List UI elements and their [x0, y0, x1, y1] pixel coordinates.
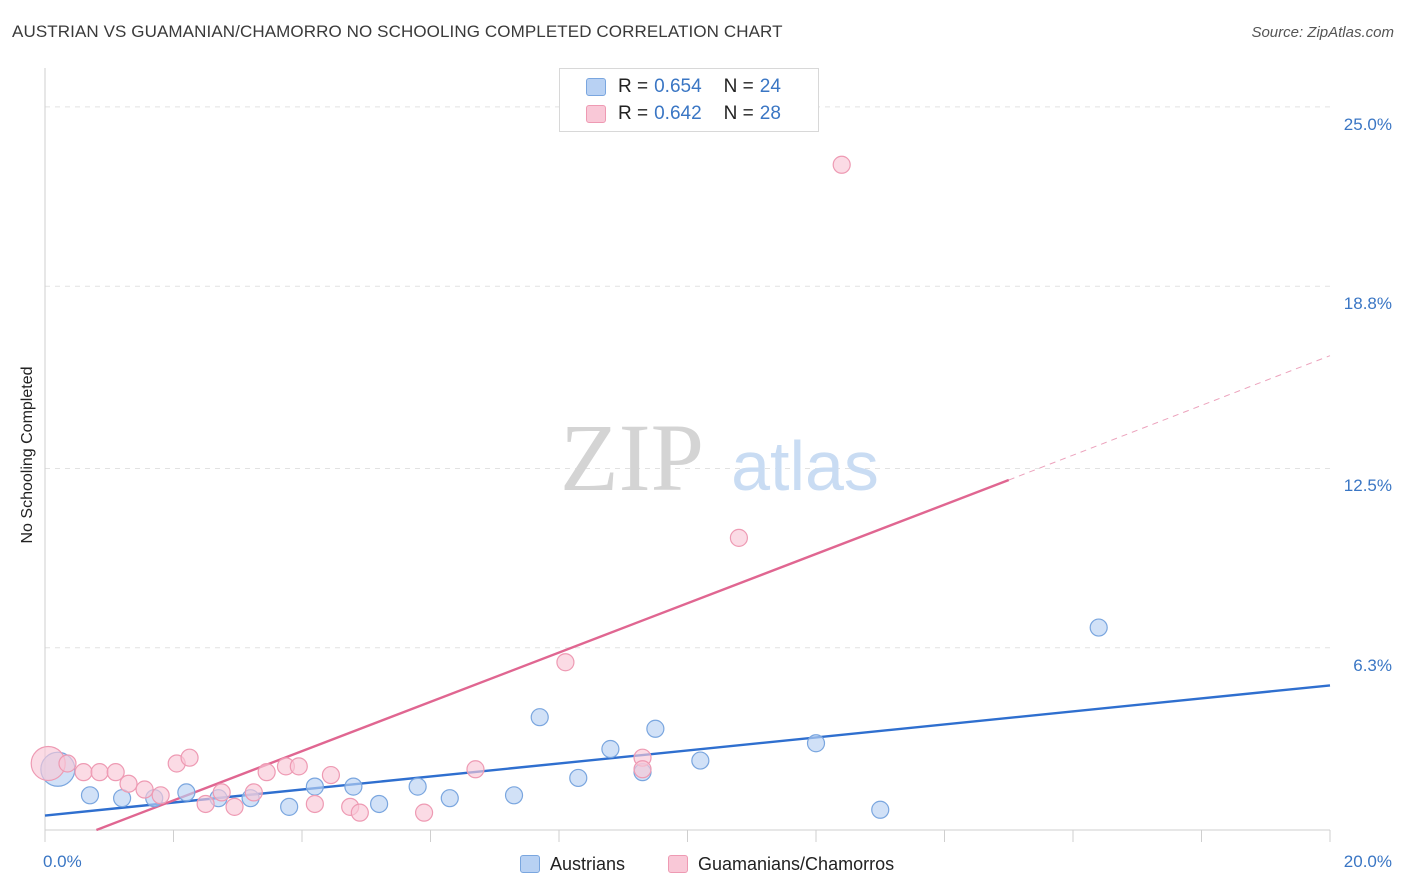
guamanians-legend-label: Guamanians/Chamorros: [698, 853, 895, 874]
point-austrians-21: [871, 800, 890, 819]
source-label: Source: ZipAtlas.com: [1251, 24, 1394, 41]
x-tick-label-0: 0.0%: [43, 852, 82, 871]
point-guamanians-10: [196, 794, 215, 814]
legend-row-austrians: R = 0.654 N = 24: [586, 75, 781, 99]
point-guamanians-18: [321, 765, 341, 785]
point-guamanians-17: [305, 794, 324, 814]
legend-item-guamanians: Guamanians/Chamorros: [668, 852, 894, 876]
guamanians-n-value: 28: [759, 103, 781, 124]
y-tick-label-2: 18.8%: [1343, 294, 1392, 314]
watermark: ZIP atlas: [560, 404, 879, 511]
austrians-n-label: N =: [723, 76, 754, 97]
point-austrians-16: [601, 739, 620, 759]
point-guamanians-4: [106, 763, 125, 782]
point-austrians-9: [344, 777, 363, 796]
austrians-legend-swatch: [520, 855, 540, 873]
watermark-atlas: atlas: [731, 427, 879, 505]
point-austrians-19: [691, 751, 710, 770]
axes: [44, 68, 1331, 842]
point-guamanians-14: [257, 763, 276, 782]
point-guamanians-3: [90, 763, 109, 782]
guamanians-r-label: R =: [618, 103, 649, 124]
chart-title: AUSTRIAN VS GUAMANIAN/CHAMORRO NO SCHOOL…: [12, 22, 783, 41]
trend-line-austrians-0: [44, 684, 1331, 817]
point-guamanians-7: [151, 786, 170, 805]
point-austrians-8: [305, 777, 324, 796]
point-guamanians-11: [212, 783, 231, 802]
point-guamanians-16: [289, 757, 308, 776]
austrians-r-label: R =: [618, 76, 649, 97]
point-austrians-14: [530, 708, 549, 727]
legend-item-austrians: Austrians: [520, 852, 625, 876]
austrians-legend-label: Austrians: [550, 853, 626, 874]
trend-line-guamanians-2: [1008, 355, 1331, 481]
point-guamanians-5: [119, 774, 138, 793]
guamanians-swatch: [586, 105, 606, 123]
point-guamanians-9: [180, 748, 199, 767]
point-austrians-1: [80, 786, 100, 805]
guamanians-r-value: 0.642: [654, 103, 702, 124]
point-guamanians-2: [74, 763, 93, 782]
point-austrians-15: [569, 768, 588, 788]
trend-line-guamanians-1: [95, 478, 1010, 832]
y-tick-label-0: 6.3%: [1353, 655, 1392, 675]
point-guamanians-12: [225, 797, 244, 816]
austrians-n-value: 24: [759, 76, 781, 97]
austrians-r-value: 0.654: [654, 76, 702, 97]
x-tick-label-1: 20.0%: [1343, 852, 1392, 871]
point-austrians-10: [370, 794, 389, 814]
point-austrians-4: [177, 783, 196, 802]
point-guamanians-21: [414, 803, 434, 822]
point-guamanians-23: [556, 653, 575, 672]
austrians-swatch: [586, 78, 606, 96]
point-guamanians-26: [729, 528, 749, 547]
point-austrians-22: [1089, 618, 1108, 637]
y-tick-label-3: 25.0%: [1343, 114, 1392, 134]
grid-lines: [45, 106, 1330, 649]
point-guamanians-20: [350, 803, 369, 822]
point-austrians-7: [280, 797, 299, 816]
guamanians-n-label: N =: [723, 103, 754, 124]
legend-row-guamanians: R = 0.642 N = 28: [586, 102, 781, 126]
point-guamanians-6: [135, 780, 154, 799]
point-austrians-13: [504, 786, 524, 805]
guamanians-legend-swatch: [668, 855, 688, 873]
y-tick-label-1: 12.5%: [1343, 476, 1392, 496]
point-guamanians-25: [633, 760, 652, 779]
point-guamanians-1: [58, 754, 77, 773]
point-guamanians-13: [244, 783, 263, 802]
watermark-zip: ZIP: [560, 404, 704, 511]
point-austrians-11: [408, 777, 427, 796]
point-guamanians-27: [832, 155, 851, 174]
stats-legend: R = 0.654 N = 24 R = 0.642 N = 28: [559, 68, 819, 132]
point-guamanians-22: [466, 760, 485, 779]
point-austrians-18: [646, 719, 665, 738]
data-points: [30, 155, 1108, 822]
point-austrians-12: [440, 789, 459, 808]
point-austrians-20: [806, 734, 826, 753]
